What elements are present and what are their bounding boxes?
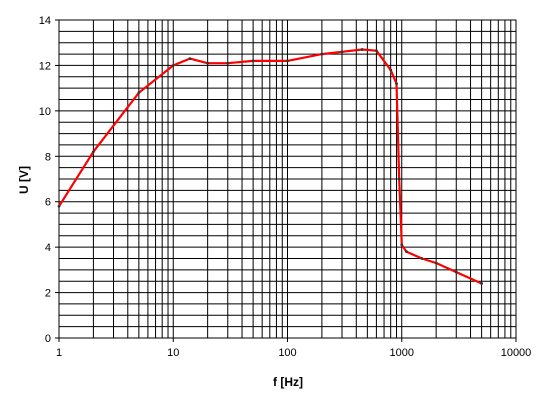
data-point [340, 50, 344, 54]
x-tick-label: 1000 [390, 347, 414, 359]
y-tick-label: 8 [45, 151, 51, 163]
data-point [206, 61, 210, 65]
data-point [389, 68, 393, 72]
data-point [320, 52, 324, 56]
data-point [360, 48, 364, 51]
data-point [226, 61, 230, 65]
data-point [171, 64, 175, 67]
data-point [91, 150, 95, 154]
y-tick-label: 10 [39, 106, 51, 118]
data-point [188, 57, 192, 61]
y-tick-label: 2 [45, 288, 51, 300]
y-axis-title: U [V] [17, 166, 31, 194]
y-tick-label: 12 [39, 60, 51, 72]
data-point [405, 250, 408, 254]
y-tick-label: 14 [39, 15, 51, 27]
data-point [434, 261, 438, 265]
y-tick-label: 0 [45, 333, 51, 345]
y-tick-label: 4 [45, 242, 51, 254]
data-point [137, 91, 141, 95]
x-tick-label: 10 [167, 347, 179, 359]
data-point [395, 82, 398, 85]
series-layer [57, 48, 484, 285]
x-tick-label: 1 [56, 347, 62, 359]
tick-labels: 0 2 4 6 8 10 12 14 1 10 100 1000 10000 [39, 15, 532, 359]
x-tick-label: 100 [278, 347, 296, 359]
series-line [58, 48, 483, 285]
data-point [397, 177, 401, 181]
data-point [454, 270, 458, 274]
data-point [286, 59, 289, 63]
data-point [400, 243, 404, 247]
data-point [57, 204, 61, 208]
data-point [375, 49, 378, 53]
y-tick-label: 6 [45, 197, 51, 209]
data-point [420, 257, 424, 260]
data-point [251, 59, 255, 63]
x-tick-label: 10000 [501, 347, 532, 359]
grid [55, 19, 517, 342]
x-axis-title: f [Hz] [273, 375, 303, 389]
data-point [480, 282, 484, 285]
